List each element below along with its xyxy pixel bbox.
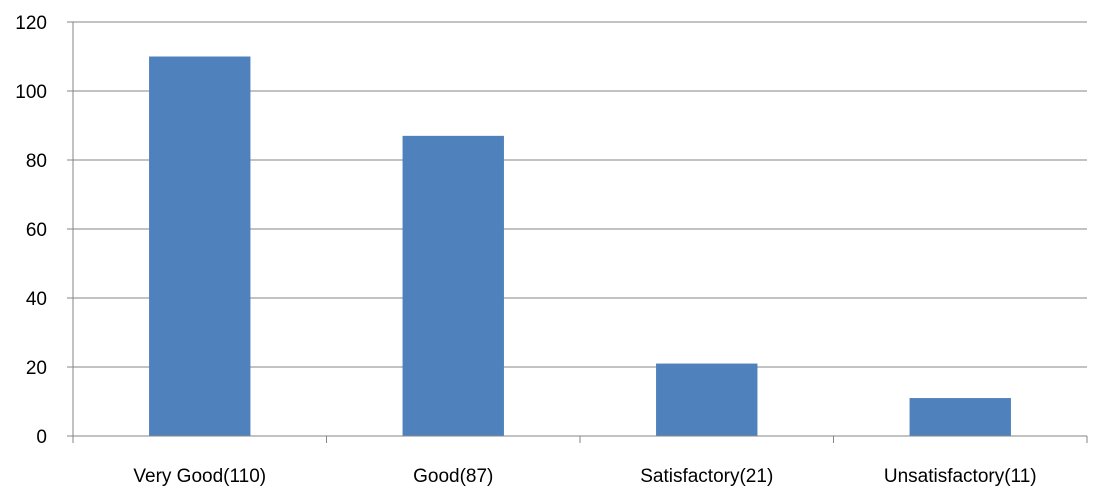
bar-2 — [402, 135, 504, 436]
bar-4 — [909, 398, 1011, 436]
y-tick-label: 100 — [15, 82, 47, 103]
y-tick-labels: 0 20 40 60 80 100 120 — [15, 13, 47, 448]
y-tick-label: 40 — [26, 289, 47, 310]
x-category-labels: Very Good(110) Good(87) Satisfactory(21) Un… — [133, 466, 1036, 487]
bars — [149, 56, 1011, 436]
y-tick-label: 0 — [36, 427, 47, 448]
y-tick-label: 80 — [26, 151, 47, 172]
y-tick-label: 120 — [15, 13, 47, 34]
x-category-label: Unsatisfactory(11) — [884, 466, 1037, 487]
axes — [67, 21, 1088, 443]
x-category-label: Satisfactory(21) — [640, 466, 773, 487]
y-tick-label: 60 — [26, 220, 47, 241]
bar-1 — [149, 56, 251, 436]
x-category-label: Good(87) — [413, 466, 493, 487]
bar-3 — [656, 363, 758, 436]
y-tick-label: 20 — [26, 358, 47, 379]
x-category-label: Very Good(110) — [133, 466, 266, 487]
